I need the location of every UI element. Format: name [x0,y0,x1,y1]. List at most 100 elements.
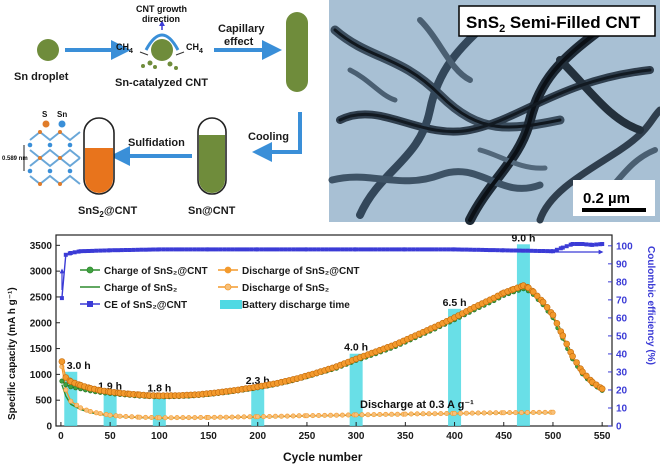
data-point [469,410,475,416]
data-point [545,249,550,254]
data-point [123,413,129,419]
sns2-at-cnt-label: SnS2@CNT [78,205,137,219]
y-right-tick-label: 70 [616,295,628,306]
legend-marker [224,266,232,274]
data-point [296,413,302,419]
data-point [407,247,412,252]
data-point [102,248,107,253]
discharge-time-bar [251,386,265,426]
data-point [533,292,541,300]
data-point [98,248,103,253]
y-right-tick-label: 50 [616,331,628,342]
data-point [68,251,73,255]
data-point [501,248,506,253]
data-point [217,414,223,420]
data-point [200,247,205,252]
data-point [551,249,555,254]
data-point [487,410,493,416]
data-point [423,247,427,252]
data-point [320,247,325,252]
legend-item-discharge_sns2: Discharge of SnS₂ [218,283,329,294]
data-point [127,248,132,252]
data-point [147,247,152,252]
y-tick-label: 3000 [30,267,53,278]
data-point [426,411,432,417]
synthesis-schematic: Sn droplet CNT growth direction CH4 CH4 … [2,4,308,219]
data-point [259,247,264,252]
data-point [59,296,64,301]
data-point [389,411,395,417]
data-point [275,247,280,252]
data-point [261,414,267,420]
data-point [438,411,444,417]
data-point [267,247,272,252]
data-point [563,340,571,348]
data-point [241,414,247,420]
data-point [480,247,485,252]
y-axis-label: Specific capacity (mA h g⁻¹) [7,287,18,420]
data-point [186,415,192,421]
data-point [235,414,241,420]
data-point [119,248,124,253]
y-axis-right-label: Coulombic efficiency (%) [645,246,656,365]
sns2-at-cnt-sub: 2 [99,210,104,219]
data-point [58,358,66,365]
sns2-at-cnt-tube-icon [83,117,115,195]
data-point [354,247,359,252]
data-point [541,249,546,253]
data-point [242,247,246,252]
data-point [266,413,272,419]
discharge-time-label: 1.8 h [147,383,171,395]
data-point [402,411,408,417]
data-point [415,247,420,252]
data-point [505,248,510,253]
data-point [362,247,366,252]
y-tick-label: 500 [35,396,52,407]
data-point [525,248,530,253]
spacing-label: 0.589 nm [2,156,28,162]
data-point [312,247,317,252]
data-point [328,247,333,252]
data-point [226,247,231,252]
data-point [408,411,414,417]
data-point [255,247,260,252]
data-point [536,409,542,415]
data-point [129,414,135,420]
data-point [308,247,313,252]
data-point [161,247,166,252]
data-point [295,247,300,252]
data-point [255,414,261,420]
data-point [468,247,473,252]
data-point [394,411,400,417]
data-point [371,412,377,418]
x-tick-label: 200 [249,431,266,442]
data-point [107,412,113,418]
data-point [222,247,227,252]
data-point [139,247,144,252]
data-point [245,247,250,252]
data-point [569,352,576,360]
data-point [452,247,457,252]
data-point [366,247,370,252]
data-point [316,247,321,252]
data-point [501,410,507,416]
data-point [584,242,589,247]
data-point [287,247,292,252]
data-point [594,242,599,247]
data-point [385,247,390,252]
x-tick-label: 400 [446,431,463,442]
data-point [533,248,538,253]
tem-title: SnS2 Semi-Filled CNT [466,13,641,35]
data-point [188,247,193,252]
data-point [180,247,185,252]
data-point [348,247,353,252]
sn-catalyzed-cnt-icon [139,20,185,70]
data-point [169,247,174,252]
data-point [438,247,443,252]
data-point [414,411,420,417]
legend-label: CE of SnS₂@CNT [104,300,187,311]
data-point [93,410,99,416]
data-point [393,247,398,252]
x-tick-label: 50 [105,431,117,442]
